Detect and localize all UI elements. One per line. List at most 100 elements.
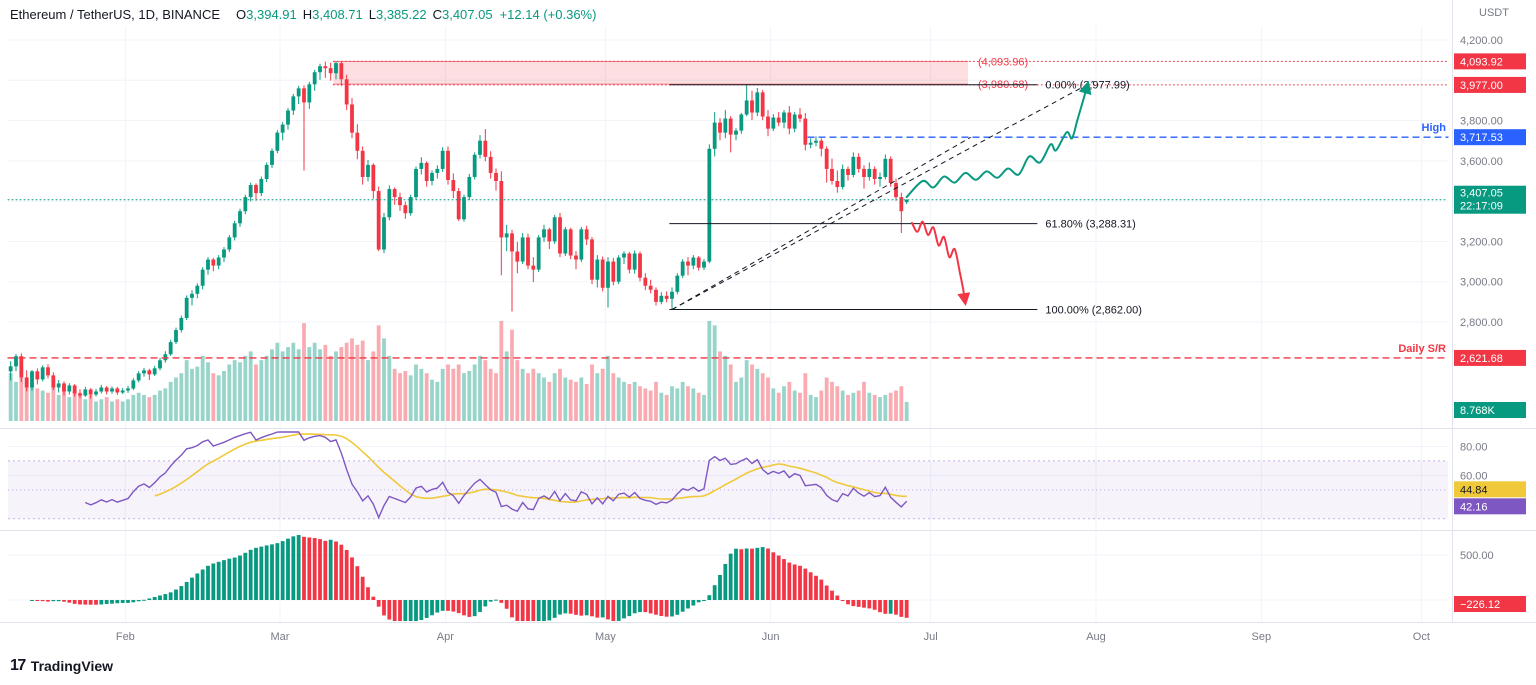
volume-bar[interactable]	[526, 373, 530, 421]
oscillator-bar[interactable]	[120, 600, 125, 603]
candle[interactable]	[339, 61, 344, 86]
oscillator-bar[interactable]	[696, 600, 701, 603]
volume-bar[interactable]	[24, 377, 29, 421]
volume-bar[interactable]	[659, 392, 664, 421]
oscillator-bar[interactable]	[51, 600, 56, 602]
volume-bar[interactable]	[728, 364, 733, 421]
volume-bar[interactable]	[222, 371, 226, 421]
candle[interactable]	[376, 186, 381, 252]
volume-bar[interactable]	[723, 355, 728, 421]
volume-bar[interactable]	[355, 344, 360, 421]
volume-bar[interactable]	[158, 390, 162, 421]
volume-bar[interactable]	[472, 364, 477, 421]
bearish-projection[interactable]	[911, 220, 971, 307]
candle[interactable]	[558, 212, 562, 258]
oscillator-bar[interactable]	[302, 536, 306, 600]
candle[interactable]	[552, 214, 557, 244]
volume-bar[interactable]	[766, 377, 770, 421]
oscillator-bar[interactable]	[387, 600, 392, 620]
candle[interactable]	[78, 389, 82, 398]
candle[interactable]	[467, 173, 472, 201]
candle[interactable]	[632, 250, 637, 274]
volume-bar[interactable]	[739, 377, 744, 421]
volume-bar[interactable]	[120, 401, 125, 421]
oscillator-bar[interactable]	[643, 600, 648, 613]
oscillator-bar[interactable]	[840, 600, 845, 601]
candle[interactable]	[62, 381, 66, 396]
oscillator-bar[interactable]	[446, 600, 450, 611]
rsi-ma-line[interactable]	[154, 433, 907, 504]
oscillator-bar[interactable]	[435, 600, 440, 613]
oscillator-bar[interactable]	[40, 600, 45, 602]
oscillator-bar[interactable]	[456, 600, 461, 614]
volume-bar[interactable]	[344, 342, 349, 421]
candle[interactable]	[856, 153, 861, 173]
volume-bar[interactable]	[803, 373, 808, 421]
oscillator-bar[interactable]	[94, 600, 98, 605]
volume-bar[interactable]	[168, 381, 173, 421]
oscillator-bar[interactable]	[520, 600, 525, 621]
volume-bar[interactable]	[30, 384, 34, 421]
candle[interactable]	[606, 257, 610, 308]
volume-bar[interactable]	[328, 355, 333, 421]
volume-bar[interactable]	[238, 362, 242, 421]
volume-bar[interactable]	[440, 368, 445, 421]
candle[interactable]	[371, 163, 376, 199]
volume-bar[interactable]	[302, 323, 306, 421]
volume-bar[interactable]	[835, 386, 840, 421]
volume-bar[interactable]	[147, 397, 152, 421]
volume-bar[interactable]	[840, 390, 845, 421]
volume-bar[interactable]	[760, 373, 765, 421]
volume-bar[interactable]	[904, 401, 909, 421]
volume-bar[interactable]	[184, 360, 189, 421]
candle[interactable]	[344, 74, 349, 111]
oscillator-bar[interactable]	[728, 553, 733, 600]
volume-bar[interactable]	[104, 397, 109, 421]
volume-bar[interactable]	[846, 394, 850, 421]
oscillator-bar[interactable]	[899, 600, 904, 617]
volume-bar[interactable]	[894, 390, 898, 421]
candle[interactable]	[318, 63, 322, 80]
candle[interactable]	[446, 146, 450, 185]
volume-bar[interactable]	[286, 347, 290, 421]
candle[interactable]	[611, 257, 616, 286]
oscillator-bar[interactable]	[360, 576, 365, 600]
candle[interactable]	[782, 110, 786, 129]
candle[interactable]	[136, 371, 141, 383]
volume-bar[interactable]	[339, 347, 344, 421]
volume-bar[interactable]	[824, 377, 829, 421]
oscillator-bar[interactable]	[259, 546, 264, 600]
oscillator-bar[interactable]	[142, 599, 146, 601]
candle[interactable]	[648, 279, 653, 294]
oscillator-bar[interactable]	[680, 600, 685, 612]
volume-bar[interactable]	[771, 388, 776, 421]
oscillator-bar[interactable]	[78, 600, 82, 605]
candle[interactable]	[46, 364, 50, 379]
volume-bar[interactable]	[419, 368, 424, 421]
candle[interactable]	[712, 112, 717, 157]
oscillator-bar[interactable]	[136, 600, 141, 602]
volume-bar[interactable]	[510, 329, 514, 421]
candle[interactable]	[414, 166, 418, 200]
candle[interactable]	[888, 156, 893, 187]
volume-bar[interactable]	[83, 399, 88, 421]
candle[interactable]	[488, 151, 493, 179]
candle[interactable]	[750, 90, 754, 121]
volume-bar[interactable]	[654, 381, 658, 421]
candle[interactable]	[872, 166, 877, 185]
oscillator-bar[interactable]	[584, 600, 589, 616]
oscillator-bar[interactable]	[702, 600, 706, 601]
oscillator-bar[interactable]	[222, 560, 226, 600]
oscillator-bar[interactable]	[600, 600, 605, 618]
candle[interactable]	[232, 220, 237, 241]
oscillator-bar[interactable]	[862, 600, 866, 608]
volume-bar[interactable]	[392, 368, 397, 421]
candle[interactable]	[574, 251, 578, 270]
oscillator-bar[interactable]	[280, 541, 285, 600]
candle[interactable]	[696, 255, 701, 271]
oscillator-bar[interactable]	[478, 600, 482, 612]
oscillator-bar[interactable]	[323, 540, 328, 600]
oscillator-bar[interactable]	[296, 535, 301, 600]
volume-bar[interactable]	[126, 399, 130, 421]
oscillator-bar[interactable]	[499, 600, 504, 603]
